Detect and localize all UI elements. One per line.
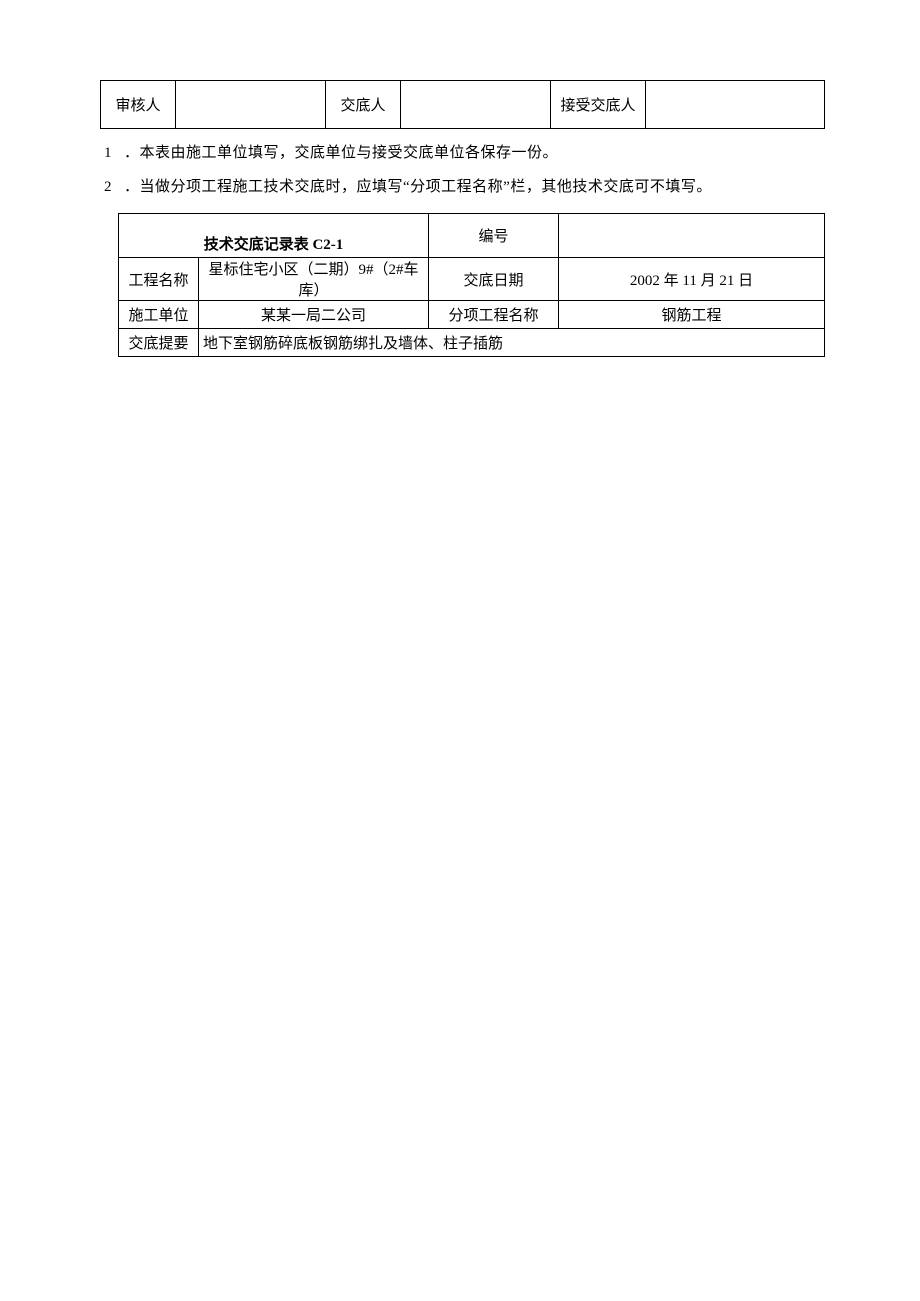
record-row-summary: 交底提要 地下室钢筋碎底板钢筋绑扎及墙体、柱子插筋 bbox=[119, 329, 825, 357]
note-text: ．当做分项工程施工技术交底时，应填写“分项工程名称”栏，其他技术交底可不填写。 bbox=[124, 179, 712, 195]
subproject-name-label: 分项工程名称 bbox=[429, 301, 559, 329]
signature-table: 审核人 交底人 接受交底人 bbox=[100, 80, 825, 129]
notes-list: 1．本表由施工单位填写，交底单位与接受交底单位各保存一份。 2．当做分项工程施工… bbox=[100, 141, 825, 199]
receiver-value bbox=[646, 81, 825, 129]
construction-unit-value: 某某一局二公司 bbox=[199, 301, 429, 329]
record-row-unit: 施工单位 某某一局二公司 分项工程名称 钢筋工程 bbox=[119, 301, 825, 329]
record-header-row: 技术交底记录表 C2-1 编号 bbox=[119, 214, 825, 258]
project-name-label: 工程名称 bbox=[119, 258, 199, 301]
note-item-1: 1．本表由施工单位填写，交底单位与接受交底单位各保存一份。 bbox=[100, 141, 825, 165]
number-value bbox=[559, 214, 825, 258]
note-number: 1 bbox=[104, 141, 124, 165]
note-text: ．本表由施工单位填写，交底单位与接受交底单位各保存一份。 bbox=[124, 145, 558, 161]
summary-value: 地下室钢筋碎底板钢筋绑扎及墙体、柱子插筋 bbox=[199, 329, 825, 357]
construction-unit-label: 施工单位 bbox=[119, 301, 199, 329]
reviewer-label: 审核人 bbox=[101, 81, 176, 129]
record-title: 技术交底记录表 C2-1 bbox=[119, 214, 429, 258]
reviewer-value bbox=[176, 81, 326, 129]
note-item-2: 2．当做分项工程施工技术交底时，应填写“分项工程名称”栏，其他技术交底可不填写。 bbox=[100, 175, 825, 199]
record-table: 技术交底记录表 C2-1 编号 工程名称 星标住宅小区（二期）9#（2#车库） … bbox=[118, 213, 825, 357]
disclosure-date-label: 交底日期 bbox=[429, 258, 559, 301]
subproject-name-value: 钢筋工程 bbox=[559, 301, 825, 329]
discloser-label: 交底人 bbox=[326, 81, 401, 129]
receiver-label: 接受交底人 bbox=[551, 81, 646, 129]
discloser-value bbox=[401, 81, 551, 129]
note-number: 2 bbox=[104, 175, 124, 199]
record-row-project: 工程名称 星标住宅小区（二期）9#（2#车库） 交底日期 2002 年 11 月… bbox=[119, 258, 825, 301]
project-name-value: 星标住宅小区（二期）9#（2#车库） bbox=[199, 258, 429, 301]
signature-row: 审核人 交底人 接受交底人 bbox=[101, 81, 825, 129]
disclosure-date-value: 2002 年 11 月 21 日 bbox=[559, 258, 825, 301]
summary-label: 交底提要 bbox=[119, 329, 199, 357]
number-label: 编号 bbox=[429, 214, 559, 258]
